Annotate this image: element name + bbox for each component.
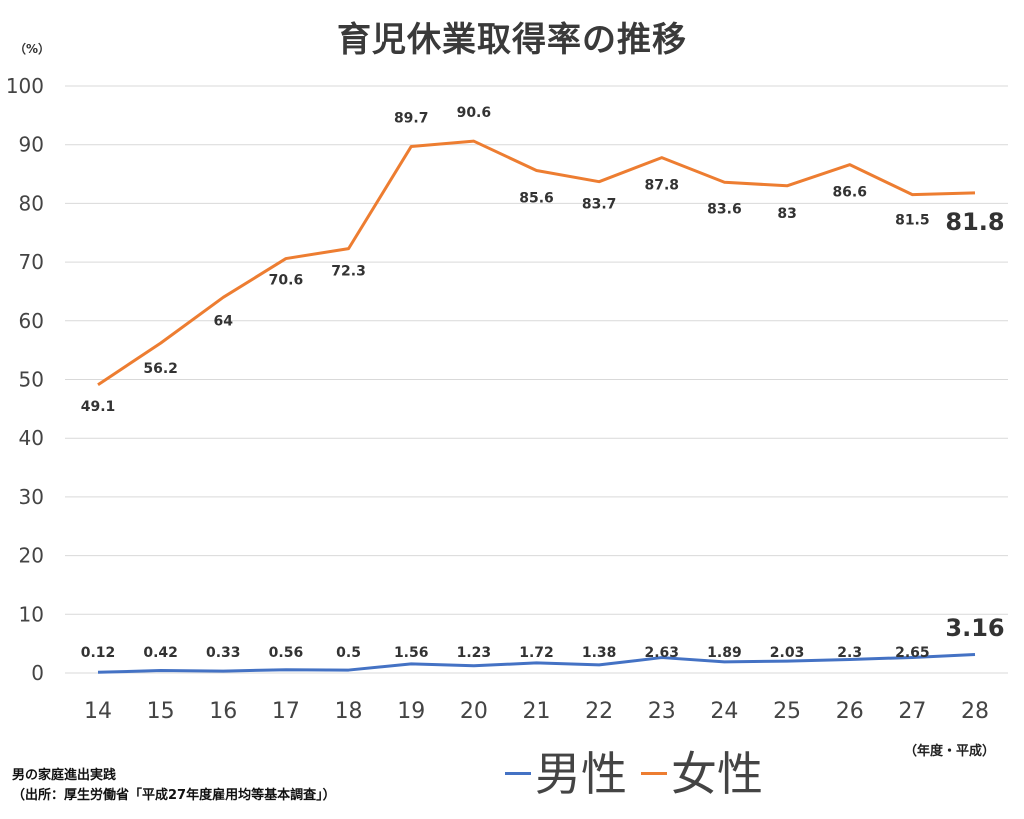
x-tick-label: 25 [773, 699, 801, 724]
y-tick-label: 80 [19, 191, 44, 215]
y-tick-label: 90 [19, 133, 44, 157]
data-label-male: 0.56 [269, 645, 304, 661]
data-label-female: 49.1 [81, 399, 116, 415]
legend-label-female: 女性 [671, 747, 763, 801]
y-tick-label: 60 [19, 309, 44, 333]
x-tick-label: 14 [84, 699, 112, 724]
data-label-female: 86.6 [832, 185, 867, 201]
data-label-male: 3.16 [945, 614, 1004, 642]
y-tick-label: 0 [31, 661, 44, 685]
data-label-male: 2.3 [837, 645, 862, 661]
x-tick-label: 24 [710, 699, 738, 724]
x-tick-label: 22 [585, 699, 613, 724]
data-label-female: 87.8 [645, 178, 680, 194]
y-tick-label: 20 [19, 544, 44, 568]
data-label-female: 85.6 [519, 191, 554, 207]
data-label-male: 2.65 [895, 645, 930, 661]
x-tick-label: 23 [648, 699, 676, 724]
y-tick-label: 10 [19, 602, 44, 626]
data-label-female: 64 [214, 313, 234, 329]
data-label-female: 83 [777, 206, 796, 222]
legend: 男性 女性 [505, 738, 763, 804]
data-label-female: 70.6 [269, 273, 304, 289]
data-label-male: 0.12 [81, 645, 116, 661]
y-tick-label: 50 [19, 368, 44, 392]
data-label-female: 81.5 [895, 213, 930, 229]
x-tick-label: 16 [209, 699, 237, 724]
legend-swatch-female [641, 771, 667, 775]
data-label-female: 56.2 [143, 361, 178, 377]
x-tick-label: 18 [335, 699, 363, 724]
series-line-male [97, 652, 976, 674]
x-axis-unit: （年度・平成） [904, 744, 996, 759]
data-label-male: 2.03 [770, 645, 805, 661]
data-label-female: 90.6 [457, 105, 492, 121]
x-tick-label: 21 [523, 699, 551, 724]
data-label-male: 0.5 [336, 645, 361, 661]
source-line-2: （出所：厚生労働省「平成27年度雇用均等基本調査」） [12, 788, 336, 803]
x-tick-label: 20 [460, 699, 488, 724]
data-label-male: 1.56 [394, 645, 429, 661]
legend-item-male: 男性 [505, 738, 627, 804]
data-label-male: 2.63 [645, 645, 680, 661]
x-tick-label: 19 [397, 699, 425, 724]
x-tick-label: 27 [898, 699, 926, 724]
data-label-female: 81.8 [945, 208, 1004, 236]
x-tick-label: 28 [961, 699, 989, 724]
y-tick-label: 100 [6, 74, 44, 98]
data-label-female: 72.3 [331, 264, 366, 280]
chart-title: 育児休業取得率の推移 [337, 20, 687, 60]
legend-item-female: 女性 [641, 738, 763, 804]
legend-label-male: 男性 [535, 747, 627, 801]
data-label-female: 83.7 [582, 197, 617, 213]
data-label-male: 0.33 [206, 645, 241, 661]
legend-swatch-male [505, 771, 531, 775]
series-line-female [97, 139, 976, 387]
y-axis-unit: （%） [14, 42, 51, 56]
data-label-male: 1.89 [707, 645, 742, 661]
x-tick-label: 17 [272, 699, 300, 724]
data-label-female: 83.6 [707, 201, 742, 217]
data-label-male: 0.42 [143, 645, 178, 661]
data-label-male: 1.38 [582, 645, 617, 661]
source-line-1: 男の家庭進出実践 [12, 768, 117, 783]
x-tick-label: 26 [836, 699, 864, 724]
y-tick-label: 30 [19, 485, 44, 509]
y-tick-label: 40 [19, 426, 44, 450]
source-note: 男の家庭進出実践 （出所：厚生労働省「平成27年度雇用均等基本調査」） [12, 766, 336, 806]
data-label-male: 1.72 [519, 645, 554, 661]
y-tick-label: 70 [19, 250, 44, 274]
data-label-female: 89.7 [394, 110, 429, 126]
x-tick-label: 15 [147, 699, 175, 724]
data-label-male: 1.23 [457, 645, 492, 661]
